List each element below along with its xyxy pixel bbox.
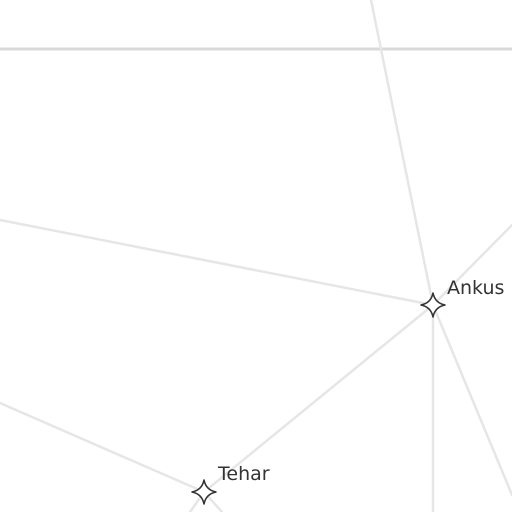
four-point-star-icon[interactable] <box>191 479 217 505</box>
four-point-star-icon[interactable] <box>420 292 446 318</box>
place-tehar[interactable]: Tehar <box>191 463 270 505</box>
road <box>0 401 206 494</box>
road <box>431 303 512 497</box>
road <box>0 218 435 307</box>
road <box>202 303 435 494</box>
place-label-ankus: Ankus <box>447 277 504 299</box>
road <box>369 0 435 307</box>
road <box>431 223 512 307</box>
place-label-tehar: Tehar <box>217 463 270 485</box>
place-ankus[interactable]: Ankus <box>420 277 504 318</box>
